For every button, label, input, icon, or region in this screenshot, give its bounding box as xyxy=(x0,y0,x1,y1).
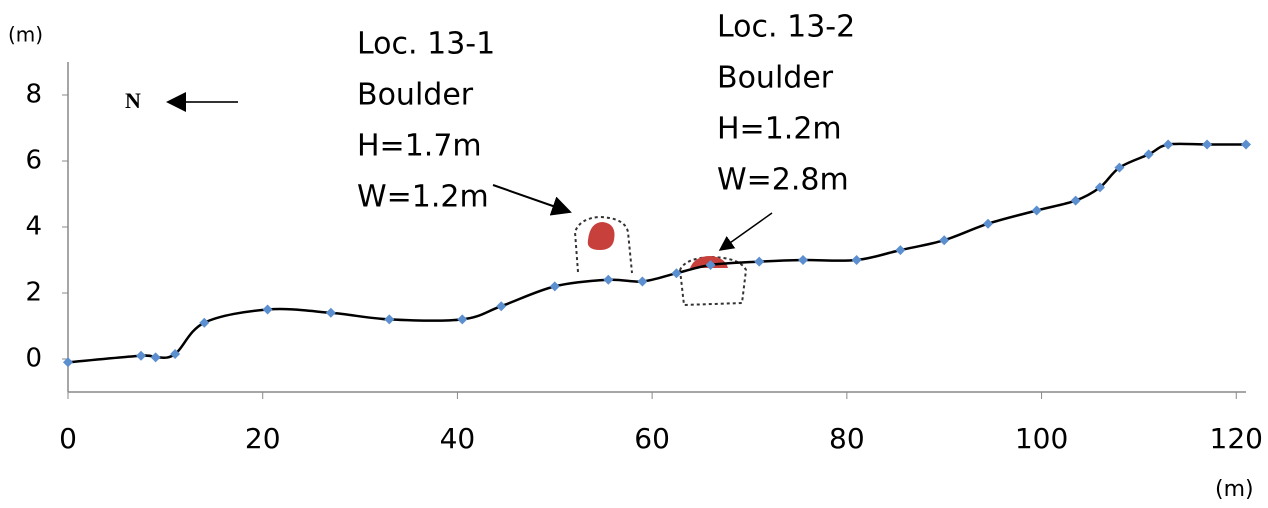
point-marker xyxy=(851,255,862,265)
north-label: N xyxy=(125,88,141,113)
point-marker xyxy=(170,349,181,360)
point-marker xyxy=(895,245,906,256)
point-marker xyxy=(603,274,614,285)
y-tick-label: 4 xyxy=(25,212,42,242)
point-marker xyxy=(63,357,73,368)
point-marker xyxy=(457,314,468,325)
x-tick-label: 60 xyxy=(634,422,670,455)
point-marker xyxy=(199,317,210,328)
annotation-text: Loc. 13-2 xyxy=(717,10,855,45)
annotation-text: H=1.7m xyxy=(357,129,482,164)
point-marker xyxy=(1094,182,1105,193)
point-marker xyxy=(1031,205,1042,216)
point-marker xyxy=(671,268,682,279)
y-unit: (m) xyxy=(8,23,43,47)
boulder-outline xyxy=(679,255,748,307)
point-marker xyxy=(1143,149,1154,160)
point-marker xyxy=(1114,162,1125,173)
point-marker xyxy=(798,255,809,265)
profile-line xyxy=(67,142,1246,364)
point-marker xyxy=(1241,139,1251,150)
y-tick-label: 0 xyxy=(25,344,42,374)
annotation-arrow xyxy=(492,184,572,216)
point-marker xyxy=(983,218,994,229)
point-marker xyxy=(1163,139,1174,150)
point-marker xyxy=(939,235,950,246)
x-tick-label: 0 xyxy=(59,422,77,455)
x-tick-label: 120 xyxy=(1210,422,1263,455)
point-marker xyxy=(754,256,765,267)
annotation-text: W=1.2m xyxy=(357,180,489,215)
point-marker xyxy=(150,352,161,363)
y-tick-label: 8 xyxy=(25,80,42,110)
annotation-text: Boulder xyxy=(717,61,834,96)
x-tick-label: 80 xyxy=(829,422,865,455)
x-tick-label: 40 xyxy=(440,422,476,455)
point-marker xyxy=(262,304,273,315)
point-marker xyxy=(384,314,395,325)
point-marker xyxy=(637,276,648,287)
x-unit: (m) xyxy=(1215,477,1254,502)
point-marker xyxy=(136,350,147,361)
point-marker xyxy=(1202,139,1213,150)
point-marker xyxy=(496,301,507,312)
annotation-arrow xyxy=(718,212,773,251)
boulder xyxy=(587,222,615,250)
annotation-text: W=2.8m xyxy=(717,163,849,198)
point-marker xyxy=(549,281,560,292)
annotation-text: Loc. 13-1 xyxy=(357,27,495,62)
annotation-text: H=1.2m xyxy=(717,112,842,147)
annotation-text: Boulder xyxy=(357,78,474,113)
x-tick-label: 100 xyxy=(1015,422,1068,455)
point-marker xyxy=(1070,195,1081,206)
point-marker xyxy=(325,307,336,318)
y-tick-label: 6 xyxy=(25,146,42,176)
x-tick-label: 20 xyxy=(245,422,281,455)
y-tick-label: 2 xyxy=(25,278,42,308)
point-marker xyxy=(705,259,716,270)
